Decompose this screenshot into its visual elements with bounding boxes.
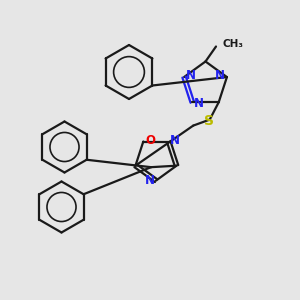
Text: S: S <box>204 114 214 128</box>
Text: N: N <box>186 69 196 82</box>
Text: N: N <box>215 69 225 82</box>
Text: N: N <box>144 173 154 187</box>
Text: N: N <box>170 134 180 147</box>
Text: O: O <box>145 134 155 146</box>
Text: N: N <box>194 97 204 110</box>
Text: CH₃: CH₃ <box>223 39 244 49</box>
